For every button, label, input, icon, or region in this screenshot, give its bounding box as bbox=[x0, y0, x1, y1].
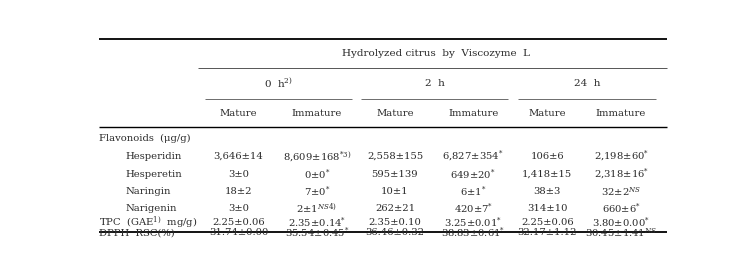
Text: 8,609±168$^{*3)}$: 8,609±168$^{*3)}$ bbox=[282, 149, 351, 164]
Text: 1,418±15: 1,418±15 bbox=[522, 170, 572, 179]
Text: TPC  (GAE$^{1)}$  mg/g): TPC (GAE$^{1)}$ mg/g) bbox=[99, 214, 198, 230]
Text: 30.45±1.41$^{NS}$: 30.45±1.41$^{NS}$ bbox=[585, 226, 657, 239]
Text: Flavonoids  (μg/g): Flavonoids (μg/g) bbox=[99, 134, 190, 143]
Text: Mature: Mature bbox=[528, 109, 566, 118]
Text: 2.25±0.06: 2.25±0.06 bbox=[212, 218, 265, 227]
Text: 2  h: 2 h bbox=[425, 79, 445, 88]
Text: 106±6: 106±6 bbox=[530, 152, 564, 161]
Text: Hesperetin: Hesperetin bbox=[125, 170, 182, 179]
Text: Narigenin: Narigenin bbox=[125, 204, 177, 213]
Text: Immature: Immature bbox=[291, 109, 342, 118]
Text: DPPH  RSC(%): DPPH RSC(%) bbox=[99, 228, 175, 237]
Text: 3,646±14: 3,646±14 bbox=[214, 152, 264, 161]
Text: Immature: Immature bbox=[448, 109, 498, 118]
Text: 3.80±0.00$^{*}$: 3.80±0.00$^{*}$ bbox=[592, 215, 650, 230]
Text: Hesperidin: Hesperidin bbox=[125, 152, 182, 161]
Text: 6±1$^{*}$: 6±1$^{*}$ bbox=[460, 184, 486, 199]
Text: 595±139: 595±139 bbox=[372, 170, 418, 179]
Text: 35.54±0.45$^{*}$: 35.54±0.45$^{*}$ bbox=[285, 225, 349, 240]
Text: 6,827±354$^{*}$: 6,827±354$^{*}$ bbox=[442, 149, 504, 164]
Text: 0±0$^{*}$: 0±0$^{*}$ bbox=[303, 167, 330, 182]
Text: 24  h: 24 h bbox=[574, 79, 600, 88]
Text: 32±2$^{NS}$: 32±2$^{NS}$ bbox=[601, 185, 641, 198]
Text: 2.35±0.14$^{*}$: 2.35±0.14$^{*}$ bbox=[288, 215, 346, 230]
Text: 2.25±0.06: 2.25±0.06 bbox=[521, 218, 574, 227]
Text: Immature: Immature bbox=[596, 109, 646, 118]
Text: Mature: Mature bbox=[376, 109, 414, 118]
Text: Mature: Mature bbox=[220, 109, 258, 118]
Text: 660±6$^{*}$: 660±6$^{*}$ bbox=[601, 201, 641, 216]
Text: 2.35±0.10: 2.35±0.10 bbox=[368, 218, 421, 227]
Text: 2±1$^{NS4)}$: 2±1$^{NS4)}$ bbox=[297, 202, 337, 215]
Text: 36.46±0.32: 36.46±0.32 bbox=[365, 228, 424, 237]
Text: 2,198±60$^{*}$: 2,198±60$^{*}$ bbox=[594, 149, 648, 164]
Text: Hydrolyzed citrus  by  Viscozyme  L: Hydrolyzed citrus by Viscozyme L bbox=[342, 49, 530, 58]
Text: 2,558±155: 2,558±155 bbox=[367, 152, 423, 161]
Text: 420±7$^{*}$: 420±7$^{*}$ bbox=[453, 201, 493, 216]
Text: 18±2: 18±2 bbox=[225, 187, 252, 196]
Text: 314±10: 314±10 bbox=[527, 204, 568, 213]
Text: 3±0: 3±0 bbox=[228, 204, 249, 213]
Text: 38±3: 38±3 bbox=[533, 187, 561, 196]
Text: 38.83±0.61$^{*}$: 38.83±0.61$^{*}$ bbox=[441, 225, 505, 240]
Text: 32.17±1.12: 32.17±1.12 bbox=[518, 228, 577, 237]
Text: Naringin: Naringin bbox=[125, 187, 171, 196]
Text: 10±1: 10±1 bbox=[381, 187, 409, 196]
Text: 0  h$^{2)}$: 0 h$^{2)}$ bbox=[264, 77, 293, 90]
Text: 262±21: 262±21 bbox=[375, 204, 415, 213]
Text: 31.74±0.00: 31.74±0.00 bbox=[209, 228, 268, 237]
Text: 3.25±0.01$^{*}$: 3.25±0.01$^{*}$ bbox=[444, 215, 502, 230]
Text: 649±20$^{*}$: 649±20$^{*}$ bbox=[450, 167, 496, 182]
Text: 7±0$^{*}$: 7±0$^{*}$ bbox=[303, 184, 330, 199]
Text: 2,318±16$^{*}$: 2,318±16$^{*}$ bbox=[594, 167, 648, 182]
Text: 3±0: 3±0 bbox=[228, 170, 249, 179]
